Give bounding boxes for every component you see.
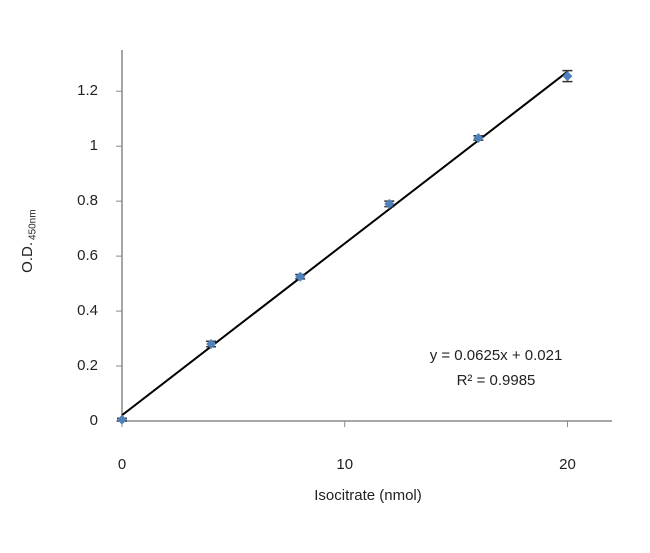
point	[473, 132, 484, 143]
y-tick-label: 1	[90, 137, 98, 154]
y-tick-label: 0.6	[77, 247, 98, 264]
y-tick-label: 0	[90, 412, 98, 429]
point	[295, 271, 306, 282]
y-axis-label: O.D.	[19, 242, 36, 273]
point	[562, 71, 573, 82]
trendline	[121, 70, 569, 417]
y-tick-label: 0.4	[77, 302, 98, 319]
point	[206, 339, 217, 350]
x-axis-label: Isocitrate (nmol)	[314, 487, 422, 504]
x-tick-label: 0	[118, 456, 126, 473]
y-tick-label: 0.8	[77, 192, 98, 209]
y-tick-label: 0.2	[77, 357, 98, 374]
point	[384, 198, 395, 209]
r-squared: R² = 0.9985	[457, 372, 536, 389]
trend-equation: y = 0.0625x + 0.021	[430, 347, 563, 364]
y-axis-label-sub: 450nm	[28, 209, 39, 240]
x-tick-label: 10	[336, 456, 353, 473]
x-tick-label: 20	[559, 456, 576, 473]
point	[117, 414, 127, 425]
y-axis-label-group: O.D. 450nm	[19, 209, 39, 272]
y-tick-label: 1.2	[77, 82, 98, 99]
